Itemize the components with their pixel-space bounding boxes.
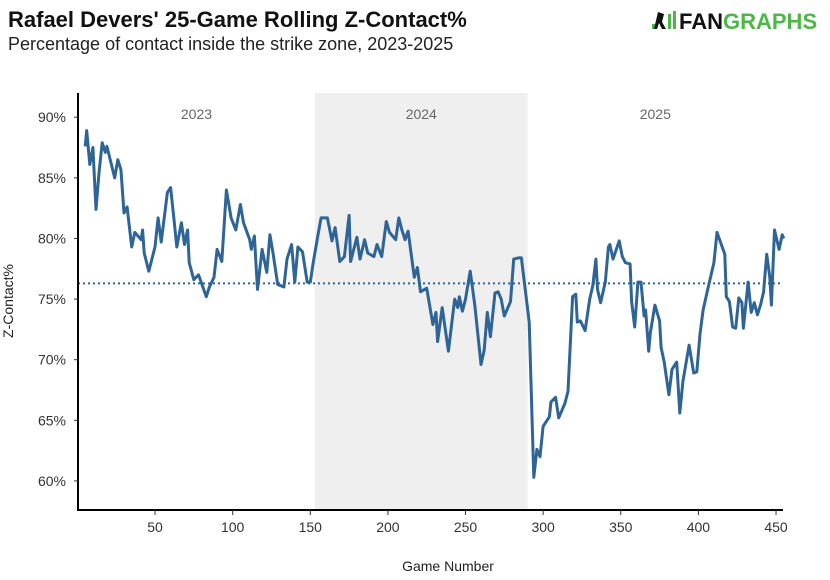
y-tick-label: 85% bbox=[38, 170, 66, 186]
season-label: 2025 bbox=[640, 106, 671, 122]
chart-title: Rafael Devers' 25-Game Rolling Z-Contact… bbox=[8, 7, 467, 32]
logo-bar-icon bbox=[673, 11, 676, 29]
season-label: 2023 bbox=[181, 106, 212, 122]
plot-area: 2023 2024 2025 60% 65% 70% 75% 80% 85% 90% 50 100 15… bbox=[38, 93, 788, 535]
y-tick-label: 75% bbox=[38, 291, 66, 307]
logo-bar-icon bbox=[652, 24, 655, 29]
season-label: 2024 bbox=[406, 106, 437, 122]
logo-text: FANGRAPHS bbox=[679, 9, 817, 34]
x-tick-label: 150 bbox=[299, 519, 323, 535]
y-tick-label: 65% bbox=[38, 412, 66, 428]
x-tick-label: 250 bbox=[454, 519, 478, 535]
x-tick-label: 400 bbox=[687, 519, 711, 535]
x-axis-label: Game Number bbox=[402, 558, 494, 574]
y-tick-label: 70% bbox=[38, 352, 66, 368]
fangraphs-logo: FANGRAPHS bbox=[652, 9, 817, 34]
x-tick-label: 100 bbox=[221, 519, 245, 535]
y-tick-label: 80% bbox=[38, 230, 66, 246]
x-tick-label: 50 bbox=[147, 519, 163, 535]
chart-subtitle: Percentage of contact inside the strike … bbox=[8, 34, 453, 54]
y-tick-label: 90% bbox=[38, 109, 66, 125]
logo-batter-icon bbox=[654, 12, 666, 29]
x-tick-label: 350 bbox=[609, 519, 633, 535]
logo-bar-icon bbox=[668, 14, 671, 29]
x-tick-label: 200 bbox=[376, 519, 400, 535]
x-tick-label: 300 bbox=[531, 519, 555, 535]
y-tick-label: 60% bbox=[38, 473, 66, 489]
x-tick-label: 450 bbox=[764, 519, 788, 535]
y-axis-label: Z-Contact% bbox=[0, 264, 16, 338]
season-shade-2024 bbox=[314, 93, 528, 510]
